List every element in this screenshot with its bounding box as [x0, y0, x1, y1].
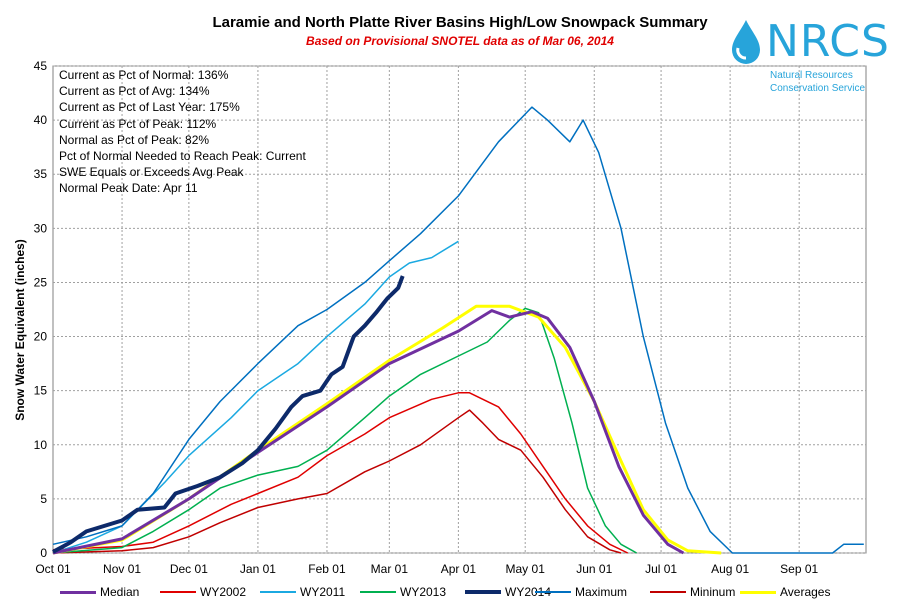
legend-item: Median [60, 585, 139, 599]
y-tick-label: 45 [34, 59, 48, 73]
legend-swatch [360, 591, 396, 593]
legend-label: Maximum [575, 585, 628, 599]
x-tick-label: Dec 01 [170, 562, 208, 576]
legend-swatch [160, 591, 196, 593]
legend-item: WY2002 [160, 585, 246, 599]
stat-line: Normal Peak Date: Apr 11 [59, 181, 198, 196]
series-line-wy2013 [52, 307, 637, 554]
series-line-wy2014 [52, 275, 405, 554]
stats-box: Current as Pct of Normal: 136% Current a… [59, 67, 306, 197]
y-tick-label: 20 [34, 330, 48, 344]
legend-label: WY2013 [400, 585, 447, 599]
legend-swatch [465, 590, 501, 594]
x-tick-label: Sep 01 [780, 562, 818, 576]
legend-label: WY2002 [200, 585, 247, 599]
x-tick-label: Feb 01 [308, 562, 346, 576]
y-tick-label: 25 [34, 275, 48, 289]
legend-swatch [60, 590, 96, 594]
legend-label: Mininum [690, 585, 736, 599]
y-tick-label: 5 [40, 492, 47, 506]
series-line-wy2002 [52, 392, 629, 554]
legend-label: Median [100, 585, 140, 599]
series-line-maximum [52, 106, 864, 554]
legend-swatch [535, 591, 571, 593]
stat-line: Pct of Normal Needed to Reach Peak: Curr… [59, 149, 306, 164]
legend: Median WY2002 WY2011 WY2013 WY2014 Maximum Min… [60, 585, 880, 603]
x-tick-label: Jun 01 [576, 562, 612, 576]
stat-line: Current as Pct of Last Year: 175% [59, 100, 240, 115]
y-tick-label: 40 [34, 113, 48, 127]
x-tick-label: Aug 01 [711, 562, 749, 576]
y-tick-label: 10 [34, 438, 48, 452]
legend-item: WY2013 [360, 585, 446, 599]
chart-title: Laramie and North Platte River Basins Hi… [212, 14, 708, 31]
y-tick-label: 30 [34, 221, 48, 235]
x-tick-label: May 01 [506, 562, 546, 576]
legend-item: Mininum [650, 585, 735, 599]
chart-subtitle: Based on Provisional SNOTEL data as of M… [306, 34, 614, 48]
y-tick-label: 15 [34, 384, 48, 398]
nrcs-logo: NRCS Natural Resources Conservation Serv… [722, 16, 889, 100]
legend-item: WY2014 [465, 585, 551, 599]
legend-item: WY2011 [260, 585, 345, 599]
legend-item: Maximum [535, 585, 627, 599]
legend-item: Averages [740, 585, 830, 599]
logo-line1: Natural Resources [770, 70, 853, 81]
stat-line: Current as Pct of Normal: 136% [59, 68, 229, 82]
legend-label: Averages [780, 585, 831, 599]
y-axis-label: Snow Water Equivalent (inches) [13, 239, 27, 421]
legend-label: WY2011 [300, 585, 346, 599]
series-line-mininum [52, 409, 622, 554]
stat-line: Current as Pct of Peak: 112% [59, 116, 217, 131]
stat-line: SWE Equals or Exceeds Avg Peak [59, 165, 244, 180]
legend-swatch [260, 591, 296, 593]
x-tick-label: Jul 01 [645, 562, 677, 576]
stat-line: Current as Pct of Avg: 134% [59, 84, 210, 99]
logo-line2: Conservation Service [770, 83, 866, 94]
x-tick-label: Oct 01 [35, 562, 71, 576]
logo-name: NRCS [766, 16, 890, 67]
plot-border [52, 65, 867, 554]
legend-label: WY2014 [505, 585, 552, 599]
water-drop-icon [732, 20, 760, 64]
x-tick-label: Mar 01 [371, 562, 409, 576]
x-tick-label: Jan 01 [240, 562, 276, 576]
y-tick-label: 0 [40, 546, 47, 560]
y-tick-label: 35 [34, 167, 48, 181]
legend-swatch [650, 591, 686, 593]
x-tick-label: Apr 01 [441, 562, 477, 576]
stat-line: Normal as Pct of Peak: 82% [59, 132, 210, 147]
legend-swatch [740, 590, 776, 594]
x-tick-label: Nov 01 [103, 562, 141, 576]
series-line-averages [52, 304, 722, 555]
